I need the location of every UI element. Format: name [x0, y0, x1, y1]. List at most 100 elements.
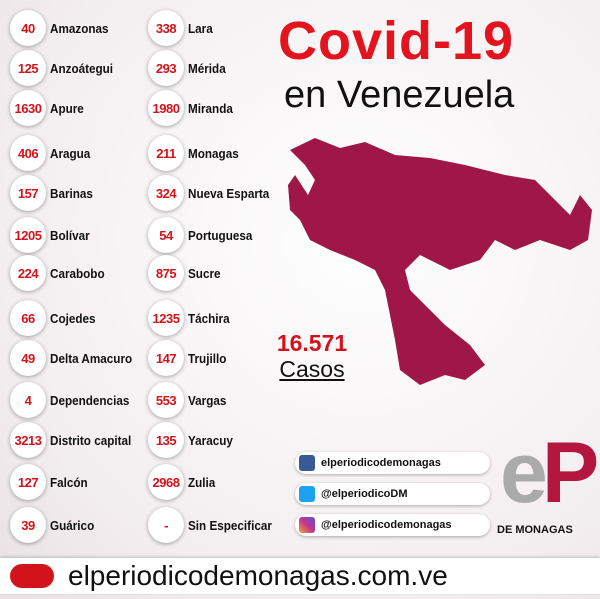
state-row: - Sin Especificar — [148, 507, 281, 543]
logo-p: P — [541, 425, 599, 521]
state-name: Guárico — [50, 517, 95, 533]
state-name: Bolívar — [50, 227, 90, 243]
map — [288, 138, 592, 385]
facebook-icon — [299, 455, 315, 471]
state-row: 147 Trujillo — [148, 340, 231, 376]
case-count: 4 — [10, 382, 46, 418]
state-row: 127 Falcón — [10, 464, 92, 500]
state-row: 1630 Apure — [10, 90, 88, 126]
case-count: 1630 — [10, 90, 46, 126]
state-row: 3213 Distrito capital — [10, 422, 140, 458]
state-name: Cojedes — [50, 310, 96, 326]
case-count: 1205 — [10, 217, 46, 253]
handle: @elperiodicodemonagas — [321, 519, 452, 531]
case-count: 2968 — [148, 464, 184, 500]
case-count: 3213 — [10, 422, 46, 458]
state-row: 324 Nueva Esparta — [148, 175, 278, 211]
case-count: - — [148, 507, 184, 543]
state-row: 54 Portuguesa — [148, 217, 260, 253]
state-row: 1235 Táchira — [148, 300, 234, 336]
instagram-icon — [299, 517, 315, 533]
handle: @elperiodicoDM — [321, 488, 408, 500]
state-name: Delta Amacuro — [50, 350, 133, 366]
case-count: 338 — [148, 10, 184, 46]
state-name: Barinas — [50, 185, 93, 201]
case-count: 40 — [10, 10, 46, 46]
state-row: 125 Anzoátegui — [10, 50, 120, 86]
total-label: Casos — [279, 356, 345, 382]
state-row: 39 Guárico — [10, 507, 99, 543]
case-count: 293 — [148, 50, 184, 86]
case-count: 211 — [148, 135, 184, 171]
case-count: 875 — [148, 255, 184, 291]
logo-e: e — [500, 425, 548, 521]
case-count: 224 — [10, 255, 46, 291]
state-row: 553 Vargas — [148, 382, 231, 418]
state-row: 338 Lara — [148, 10, 215, 46]
case-count: 553 — [148, 382, 184, 418]
state-row: 1980 Miranda — [148, 90, 238, 126]
state-name: Dependencias — [50, 392, 130, 408]
case-count: 1235 — [148, 300, 184, 336]
logo: eP — [500, 430, 599, 516]
case-count: 125 — [10, 50, 46, 86]
website: elperiodicodemonagas.com.ve — [68, 560, 448, 591]
twitter-icon — [299, 486, 315, 502]
social-instagram: @elperiodicodemonagas — [295, 514, 490, 536]
state-name: Apure — [50, 100, 84, 116]
state-name: Miranda — [188, 100, 233, 116]
case-count: 39 — [10, 507, 46, 543]
state-name: Monagas — [188, 145, 239, 161]
state-row: 224 Carabobo — [10, 255, 111, 291]
state-row: 40 Amazonas — [10, 10, 115, 46]
case-count: 406 — [10, 135, 46, 171]
handle: elperiodicodemonagas — [321, 457, 441, 469]
state-name: Zulia — [188, 474, 216, 490]
state-name: Mérida — [188, 60, 226, 76]
subtitle: en Venezuela — [284, 74, 515, 116]
state-name: Sin Especificar — [188, 517, 272, 533]
case-count: 54 — [148, 217, 184, 253]
state-name: Nueva Esparta — [188, 185, 270, 201]
state-name: Distrito capital — [50, 432, 132, 448]
state-row: 2968 Zulia — [148, 464, 218, 500]
case-count: 1980 — [148, 90, 184, 126]
case-count: 157 — [10, 175, 46, 211]
state-row: 875 Sucre — [148, 255, 224, 291]
state-row: 1205 Bolívar — [10, 217, 94, 253]
state-name: Trujillo — [188, 350, 227, 366]
case-count: 135 — [148, 422, 184, 458]
state-row: 49 Delta Amacuro — [10, 340, 141, 376]
case-count: 324 — [148, 175, 184, 211]
state-name: Amazonas — [50, 20, 109, 36]
state-row: 211 Monagas — [148, 135, 244, 171]
state-name: Lara — [188, 20, 213, 36]
social-twitter: @elperiodicoDM — [295, 483, 490, 505]
state-name: Falcón — [50, 474, 88, 490]
state-name: Anzoátegui — [50, 60, 114, 76]
state-row: 293 Mérida — [148, 50, 230, 86]
case-count: 66 — [10, 300, 46, 336]
state-name: Sucre — [188, 265, 221, 281]
case-count: 49 — [10, 340, 46, 376]
state-name: Yaracuy — [188, 432, 233, 448]
state-name: Táchira — [188, 310, 230, 326]
social-facebook: elperiodicodemonagas — [295, 452, 490, 474]
case-count: 147 — [148, 340, 184, 376]
web-icon — [10, 564, 54, 588]
total-cases: 16.571 — [276, 330, 348, 356]
footer: elperiodicodemonagas.com.ve — [0, 558, 600, 594]
case-count: 127 — [10, 464, 46, 500]
state-name: Aragua — [50, 145, 91, 161]
venezuela-map — [288, 138, 592, 385]
logo-subtitle: DE MONAGAS — [497, 524, 573, 536]
state-row: 66 Cojedes — [10, 300, 101, 336]
state-row: 4 Dependencias — [10, 382, 138, 418]
state-name: Carabobo — [50, 265, 105, 281]
state-row: 157 Barinas — [10, 175, 98, 211]
state-name: Vargas — [188, 392, 227, 408]
state-row: 406 Aragua — [10, 135, 95, 171]
state-name: Portuguesa — [188, 227, 253, 243]
title: Covid-19 — [278, 11, 515, 71]
